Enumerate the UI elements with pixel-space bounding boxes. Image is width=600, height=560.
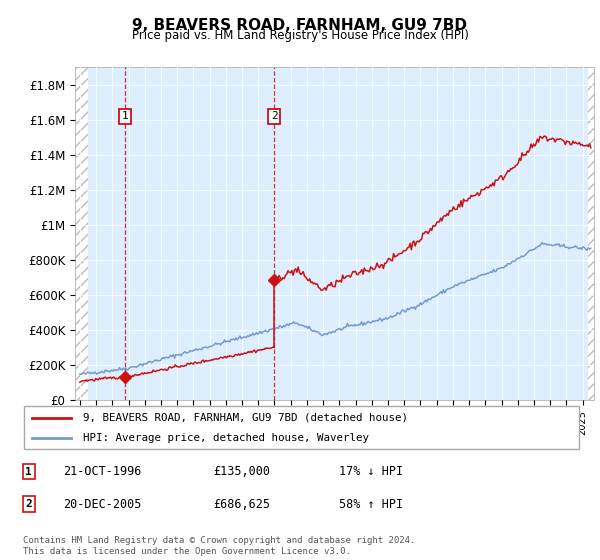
Text: 2: 2 — [25, 499, 32, 509]
Text: Contains HM Land Registry data © Crown copyright and database right 2024.
This d: Contains HM Land Registry data © Crown c… — [23, 536, 415, 556]
Text: 9, BEAVERS ROAD, FARNHAM, GU9 7BD: 9, BEAVERS ROAD, FARNHAM, GU9 7BD — [133, 18, 467, 34]
Text: 58% ↑ HPI: 58% ↑ HPI — [339, 497, 403, 511]
Text: 20-DEC-2005: 20-DEC-2005 — [63, 497, 142, 511]
Text: HPI: Average price, detached house, Waverley: HPI: Average price, detached house, Wave… — [83, 433, 369, 443]
Text: 9, BEAVERS ROAD, FARNHAM, GU9 7BD (detached house): 9, BEAVERS ROAD, FARNHAM, GU9 7BD (detac… — [83, 413, 408, 423]
Text: 1: 1 — [25, 466, 32, 477]
Text: 17% ↓ HPI: 17% ↓ HPI — [339, 465, 403, 478]
Text: 2: 2 — [271, 111, 277, 122]
Bar — [587, 67, 594, 400]
Bar — [75, 67, 88, 400]
FancyBboxPatch shape — [24, 406, 579, 450]
Text: £135,000: £135,000 — [213, 465, 270, 478]
Text: £686,625: £686,625 — [213, 497, 270, 511]
Text: 21-OCT-1996: 21-OCT-1996 — [63, 465, 142, 478]
Text: Price paid vs. HM Land Registry's House Price Index (HPI): Price paid vs. HM Land Registry's House … — [131, 29, 469, 42]
Text: 1: 1 — [122, 111, 128, 122]
